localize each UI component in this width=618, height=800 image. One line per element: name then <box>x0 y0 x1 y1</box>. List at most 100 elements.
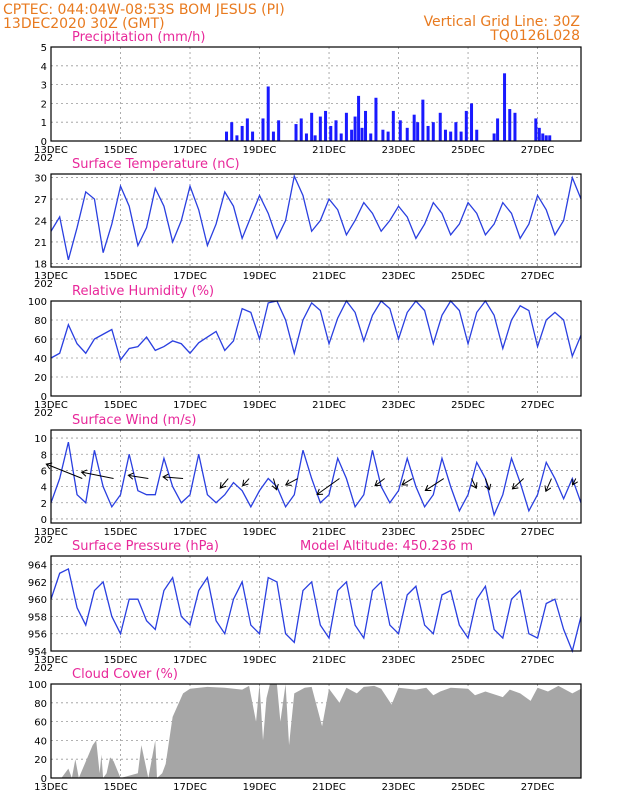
pressure-ytick: 954 <box>28 647 47 658</box>
temperature-ytick: 27 <box>34 195 47 206</box>
precip-ytick: 2 <box>41 99 47 110</box>
pressure-title: Surface Pressure (hPa) <box>72 539 219 554</box>
humidity-ytick: 0 <box>41 392 47 403</box>
precip-bar <box>513 112 517 141</box>
humidity-ytick: 60 <box>34 335 47 346</box>
pressure-xtick: 27DEC <box>521 655 555 666</box>
pressure-xtick: 13DEC <box>34 655 68 666</box>
precip-xtick: 15DEC <box>104 145 138 156</box>
precip-bar <box>496 118 500 141</box>
precip-bar <box>313 135 317 141</box>
precip-bar <box>398 120 402 141</box>
cloud-ytick: 40 <box>34 736 47 747</box>
wind-ytick: 10 <box>34 434 47 445</box>
wind-year-label: 202 <box>34 535 53 546</box>
wind-vector <box>424 478 444 492</box>
precip-xtick: 13DEC <box>34 145 68 156</box>
precip-bar <box>475 129 479 141</box>
temperature-xtick: 25DEC <box>451 271 485 282</box>
precip-bar <box>381 129 385 141</box>
humidity-xtick: 27DEC <box>521 400 555 411</box>
precip-frame <box>50 46 582 142</box>
precip-bar <box>329 125 333 141</box>
precip-bar <box>245 118 249 141</box>
precip-bar <box>492 133 496 141</box>
precip-bar <box>503 73 507 141</box>
temperature-ytick: 24 <box>34 217 47 228</box>
wind-xtick: 19DEC <box>243 527 277 538</box>
temperature-ytick: 30 <box>34 174 47 185</box>
precip-xtick: 19DEC <box>243 145 277 156</box>
precip-title: Precipitation (mm/h) <box>72 30 205 45</box>
cloud-ytick: 20 <box>34 755 47 766</box>
wind-ytick: 4 <box>41 483 47 494</box>
cloud-ytick: 80 <box>34 699 47 710</box>
wind-ytick: 0 <box>41 515 47 526</box>
precip-year-label: 202 <box>34 153 53 164</box>
wind-ytick: 2 <box>41 499 47 510</box>
precip-bar <box>534 118 538 141</box>
pressure-xtick: 17DEC <box>173 655 207 666</box>
humidity-line <box>50 299 582 362</box>
wind-vector <box>484 478 492 491</box>
humidity-ytick: 20 <box>34 373 47 384</box>
humidity-xtick: 23DEC <box>382 400 416 411</box>
cloud-title: Cloud Cover (%) <box>72 667 178 682</box>
wind-vector <box>242 478 250 487</box>
precip-bar <box>454 122 458 141</box>
humidity-frame <box>50 300 582 397</box>
humidity-title: Relative Humidity (%) <box>72 284 214 299</box>
precip-bar <box>360 127 364 141</box>
precip-bar <box>334 120 338 141</box>
precip-bar <box>299 118 303 141</box>
precip-bar <box>266 86 270 141</box>
precip-bar <box>374 97 378 141</box>
humidity-xtick: 21DEC <box>312 400 346 411</box>
precip-bar <box>421 99 425 141</box>
precip-bar <box>548 135 552 141</box>
precip-bar <box>386 131 390 141</box>
precip-bar <box>464 110 468 141</box>
wind-line <box>50 441 582 517</box>
temperature-xtick: 23DEC <box>382 271 416 282</box>
precip-bar <box>412 114 416 141</box>
wind-xtick: 27DEC <box>521 527 555 538</box>
humidity-panel: 0 20 40 60 80 100 13DEC 15DEC 17DEC 19DEC 21DEC 23D… <box>28 284 582 419</box>
pressure-xtick: 19DEC <box>243 655 277 666</box>
precip-bar <box>294 124 298 141</box>
cloud-panel: 0 20 40 60 80 100 13DEC 15DEC 17DEC 19DEC 21DEC 23D… <box>28 667 582 793</box>
pressure-ytick: 962 <box>28 578 47 589</box>
wind-ytick: 8 <box>41 450 47 461</box>
cloud-xtick: 17DEC <box>173 782 207 793</box>
humidity-xtick: 13DEC <box>34 400 68 411</box>
precip-xtick: 21DEC <box>312 145 346 156</box>
pressure-ytick: 960 <box>28 595 47 606</box>
wind-xtick: 23DEC <box>382 527 416 538</box>
wind-vector <box>544 478 552 493</box>
temperature-xtick: 19DEC <box>243 271 277 282</box>
pressure-annotation: Model Altitude: 450.236 m <box>300 539 473 554</box>
panels: 0 1 2 3 4 5 13DEC 15DEC 17DEC 19DEC 21DEC 23DEC 25DE… <box>28 30 582 793</box>
humidity-xtick: 25DEC <box>451 400 485 411</box>
precip-bar <box>438 112 442 141</box>
pressure-xtick: 25DEC <box>451 655 485 666</box>
wind-vector <box>219 478 229 489</box>
wind-vector <box>571 478 578 486</box>
cloud-xtick: 23DEC <box>382 782 416 793</box>
header-run-date: 13DEC2020 30Z (GMT) <box>3 16 165 32</box>
precip-bar <box>369 133 373 141</box>
cloud-xtick: 25DEC <box>451 782 485 793</box>
pressure-frame <box>50 555 582 652</box>
wind-panel: 0 2 4 6 8 10 13DEC 15DEC 17DEC 19DEC 21DEC 23DEC 25D… <box>34 413 582 546</box>
precip-bar <box>230 122 234 141</box>
wind-vector <box>374 478 385 487</box>
precip-bar <box>240 125 244 141</box>
wind-vector <box>284 478 298 486</box>
humidity-year-label: 202 <box>34 408 53 419</box>
wind-vector <box>162 473 184 481</box>
pressure-xtick: 15DEC <box>104 655 138 666</box>
precip-bar <box>339 133 343 141</box>
cloud-xtick: 27DEC <box>521 782 555 793</box>
precip-bar <box>426 125 430 141</box>
precip-bar <box>541 133 545 141</box>
